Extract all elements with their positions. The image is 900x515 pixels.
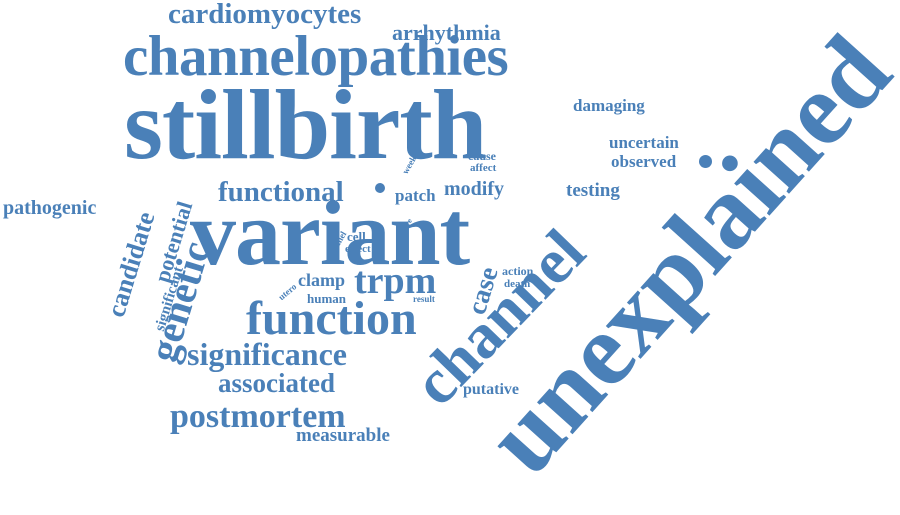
word-cardiomyocytes: cardiomyocytes xyxy=(168,0,362,30)
word-death: death xyxy=(504,278,531,290)
word-channelopathies: channelopathies xyxy=(123,25,509,88)
word-candidate: candidate xyxy=(101,208,161,321)
word-putative: putative xyxy=(463,381,519,398)
word-patch: patch xyxy=(395,186,436,205)
word-stillbirth: stillbirth xyxy=(124,69,487,180)
word-modify: modify xyxy=(444,178,504,200)
word-arrhythmia: arrhythmia xyxy=(392,20,501,45)
word-effect: effect xyxy=(345,243,371,255)
word-uncertain: uncertain xyxy=(609,133,679,152)
word-action: action xyxy=(502,264,534,278)
word-human: human xyxy=(307,291,347,306)
word-clamp: clamp xyxy=(298,270,345,290)
word-pathogenic: pathogenic xyxy=(3,197,97,219)
word-variant: variant xyxy=(190,182,470,284)
word-associated: associated xyxy=(218,368,335,398)
dot-mark xyxy=(699,155,712,168)
word-observed: observed xyxy=(611,152,677,171)
word-function: function xyxy=(246,292,417,345)
word-affect: affect xyxy=(470,162,497,174)
word-significance: significance xyxy=(187,336,347,372)
word-cause: cause xyxy=(468,149,496,163)
word-measurable: measurable xyxy=(296,425,390,446)
word-trpm: trpm xyxy=(354,260,437,302)
word-testing: testing xyxy=(566,180,620,201)
word-functional: functional xyxy=(218,176,344,208)
word-cell: cell xyxy=(347,229,366,244)
word-result: result xyxy=(413,294,435,304)
dot-mark xyxy=(375,183,385,193)
word-damaging: damaging xyxy=(573,96,645,115)
word-postmortem: postmortem xyxy=(170,398,346,435)
